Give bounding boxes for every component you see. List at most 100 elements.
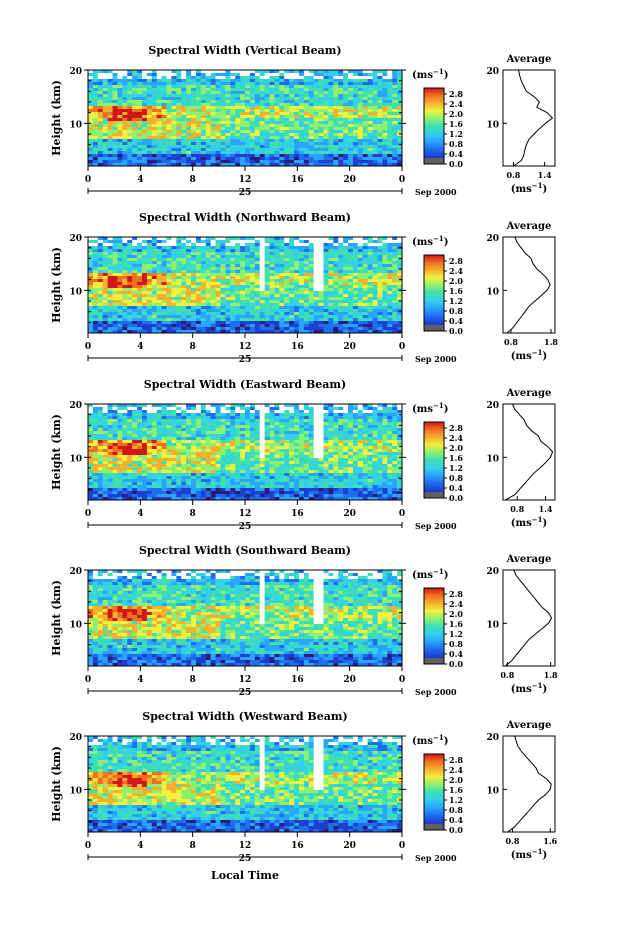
heatmap-cell [249,76,256,80]
heatmap-cell [161,112,167,116]
heatmap-cell [269,106,275,110]
heatmap-cell [348,79,354,83]
heatmap-cell [132,136,138,140]
heatmap-cell [107,297,113,301]
heatmap-cell [318,243,324,247]
heatmap-cell [284,270,290,274]
heatmap-cell [97,267,104,271]
heatmap-cell [313,279,319,283]
heatmap-cell [303,252,310,256]
heatmap-cell [205,425,211,429]
heatmap-cell [333,404,339,408]
heatmap-cell [166,285,172,289]
heatmap-cell [210,273,216,277]
heatmap-cell [254,154,261,158]
heatmap-cell [230,94,236,98]
heatmap-cell [249,73,256,77]
heatmap-cell [318,416,324,420]
heatmap-cell [298,318,305,322]
heatmap-cell [186,279,192,283]
heatmap-cell [254,422,261,426]
heatmap-cell [338,282,344,286]
heatmap-cell [210,103,216,107]
heatmap-cell [343,318,349,322]
heatmap-cell [323,252,329,256]
heatmap-cell [352,148,359,152]
heatmap-cell [367,121,373,125]
heatmap-cell [122,142,128,146]
heatmap-cell [230,249,236,253]
heatmap-cell [225,124,231,128]
heatmap-cell [303,264,310,268]
heatmap-cell [289,419,295,423]
heatmap-cell [254,404,261,408]
heatmap-cell [294,252,300,256]
heatmap-cell [127,434,133,438]
heatmap-cell [240,82,246,86]
heatmap-cell [254,163,261,167]
heatmap-cell [127,327,133,331]
heatmap-cell [343,79,349,83]
heatmap-cell [171,148,177,152]
heatmap-cell [372,416,378,420]
heatmap-cell [377,300,383,304]
heatmap-cell [294,246,300,250]
heatmap-cell [156,103,162,107]
heatmap-cell [210,270,216,274]
heatmap-cell [343,291,349,295]
heatmap-cell [274,273,280,277]
heatmap-cell [362,434,368,438]
heatmap-cell [235,246,241,250]
heatmap-cell [343,264,349,268]
heatmap-cell [151,115,157,119]
heatmap-cell [107,85,113,89]
heatmap-cell [387,136,393,140]
heatmap-cell [382,109,388,113]
heatmap-cell [284,127,290,131]
heatmap-cell [392,270,398,274]
heatmap-cell [161,306,167,310]
heatmap-cell [92,410,99,414]
heatmap-cell [171,294,177,298]
heatmap-cell [294,133,300,137]
heatmap-cell [127,303,133,307]
heatmap-cell [181,76,187,80]
heatmap-cell [166,106,172,110]
heatmap-cell [107,279,113,283]
heatmap-cell [284,160,290,164]
heatmap-cell [318,127,324,131]
heatmap-cell [323,121,329,125]
heatmap-cell [298,297,305,301]
heatmap-cell [200,413,207,417]
heatmap-cell [146,285,153,289]
heatmap-cell [127,422,133,426]
heatmap-cell [279,327,285,331]
heatmap-cell [127,273,133,277]
heatmap-cell [220,115,226,119]
heatmap-cell [245,404,251,408]
heatmap-cell [357,288,364,292]
heatmap-cell [88,288,94,292]
heatmap-cell [210,255,216,259]
heatmap-cell [352,291,359,295]
heatmap-cell [122,419,128,423]
heatmap-cell [298,252,305,256]
heatmap-cell [176,282,182,286]
heatmap-cell [117,70,123,74]
heatmap-cell [176,264,182,268]
heatmap-cell [377,288,383,292]
heatmap-cell [205,291,211,295]
heatmap-cell [171,413,177,417]
heatmap-cell [117,252,123,256]
heatmap-cell [259,330,265,334]
heatmap-cell [156,416,162,420]
heatmap-cell [333,94,339,98]
heatmap-cell [318,124,324,128]
heatmap-cell [284,163,290,167]
heatmap-cell [357,306,364,310]
heatmap-cell [392,273,398,277]
heatmap-cell [127,258,133,262]
heatmap-cell [240,425,246,429]
heatmap-cell [249,288,256,292]
heatmap-cell [102,261,108,265]
